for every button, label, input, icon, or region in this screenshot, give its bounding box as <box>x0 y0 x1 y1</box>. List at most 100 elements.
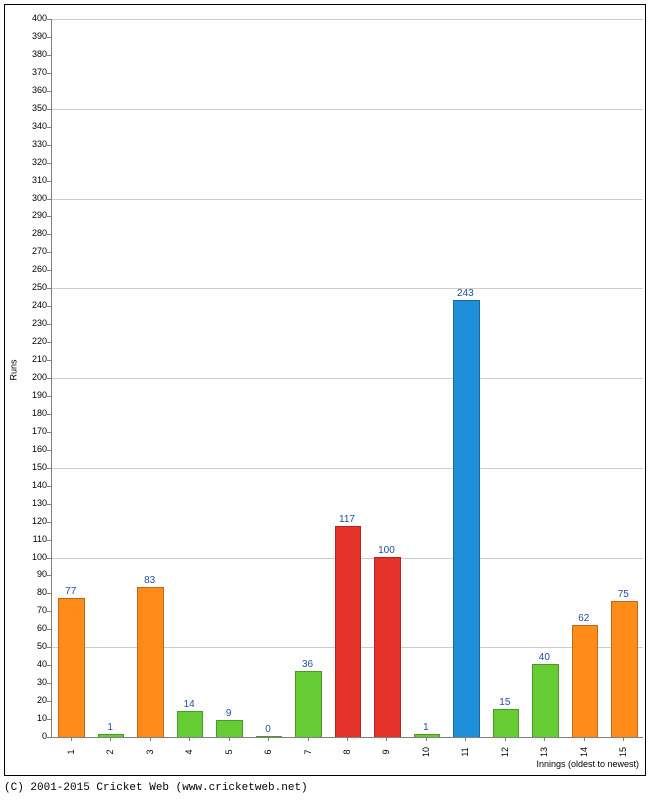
x-tick-label: 9 <box>381 742 391 762</box>
y-tick-mark <box>47 647 51 648</box>
x-tick-mark <box>505 737 506 741</box>
x-tick-mark <box>110 737 111 741</box>
y-tick-label: 130 <box>17 498 47 508</box>
y-tick-mark <box>47 414 51 415</box>
gridline <box>51 19 643 20</box>
x-tick-label: 3 <box>145 742 155 762</box>
bar-value-label: 1 <box>408 722 444 733</box>
x-tick-label: 10 <box>421 742 431 762</box>
y-tick-mark <box>47 109 51 110</box>
y-tick-label: 220 <box>17 336 47 346</box>
bar <box>58 598 84 737</box>
y-tick-mark <box>47 575 51 576</box>
y-tick-label: 350 <box>17 103 47 113</box>
y-tick-mark <box>47 522 51 523</box>
y-tick-mark <box>47 127 51 128</box>
y-tick-mark <box>47 468 51 469</box>
x-tick-label: 5 <box>224 742 234 762</box>
y-tick-mark <box>47 288 51 289</box>
x-tick-mark <box>229 737 230 741</box>
y-tick-mark <box>47 342 51 343</box>
y-axis-line <box>51 19 52 737</box>
y-tick-mark <box>47 540 51 541</box>
x-tick-mark <box>347 737 348 741</box>
x-tick-label: 13 <box>539 742 549 762</box>
y-tick-mark <box>47 145 51 146</box>
x-tick-label: 6 <box>263 742 273 762</box>
gridline <box>51 109 643 110</box>
y-tick-label: 360 <box>17 85 47 95</box>
y-tick-mark <box>47 19 51 20</box>
y-tick-mark <box>47 181 51 182</box>
y-tick-label: 240 <box>17 300 47 310</box>
x-tick-mark <box>426 737 427 741</box>
y-tick-label: 290 <box>17 210 47 220</box>
y-tick-label: 160 <box>17 444 47 454</box>
x-tick-label: 15 <box>618 742 628 762</box>
plot-area: 77183149036117100124315406275 <box>51 19 643 737</box>
y-tick-mark <box>47 683 51 684</box>
bar <box>98 734 124 737</box>
x-tick-mark <box>308 737 309 741</box>
x-tick-mark <box>584 737 585 741</box>
y-tick-label: 150 <box>17 462 47 472</box>
x-tick-label: 1 <box>66 742 76 762</box>
bar-value-label: 40 <box>526 652 562 663</box>
x-tick-mark <box>465 737 466 741</box>
bar <box>493 709 519 737</box>
chart-container: 77183149036117100124315406275 Runs Innin… <box>0 0 650 800</box>
y-tick-mark <box>47 55 51 56</box>
bar <box>532 664 558 737</box>
x-tick-mark <box>150 737 151 741</box>
y-tick-label: 330 <box>17 139 47 149</box>
gridline <box>51 288 643 289</box>
x-tick-label: 4 <box>184 742 194 762</box>
bar-value-label: 14 <box>171 699 207 710</box>
y-tick-mark <box>47 360 51 361</box>
y-tick-mark <box>47 216 51 217</box>
bar-value-label: 36 <box>290 659 326 670</box>
copyright-text: (C) 2001-2015 Cricket Web (www.cricketwe… <box>4 782 308 794</box>
y-tick-mark <box>47 378 51 379</box>
y-tick-label: 320 <box>17 157 47 167</box>
bar <box>453 300 479 737</box>
y-tick-label: 90 <box>17 569 47 579</box>
y-tick-label: 280 <box>17 228 47 238</box>
y-tick-mark <box>47 252 51 253</box>
bar <box>137 587 163 737</box>
y-tick-mark <box>47 37 51 38</box>
bar-value-label: 0 <box>250 724 286 735</box>
y-tick-mark <box>47 199 51 200</box>
gridline <box>51 378 643 379</box>
chart-border: 77183149036117100124315406275 Runs Innin… <box>4 4 646 776</box>
y-tick-label: 370 <box>17 67 47 77</box>
y-tick-label: 70 <box>17 605 47 615</box>
y-tick-label: 10 <box>17 713 47 723</box>
y-tick-label: 40 <box>17 659 47 669</box>
bar-value-label: 62 <box>566 613 602 624</box>
bar <box>414 734 440 737</box>
y-tick-mark <box>47 324 51 325</box>
x-tick-mark <box>544 737 545 741</box>
y-tick-mark <box>47 306 51 307</box>
y-tick-label: 30 <box>17 677 47 687</box>
y-tick-mark <box>47 593 51 594</box>
y-tick-label: 0 <box>17 731 47 741</box>
x-tick-label: 8 <box>342 742 352 762</box>
y-tick-label: 170 <box>17 426 47 436</box>
x-tick-label: 11 <box>460 742 470 762</box>
y-tick-label: 250 <box>17 282 47 292</box>
y-tick-mark <box>47 629 51 630</box>
x-tick-mark <box>268 737 269 741</box>
y-tick-label: 380 <box>17 49 47 59</box>
y-tick-label: 200 <box>17 372 47 382</box>
gridline <box>51 199 643 200</box>
bar <box>177 711 203 737</box>
x-tick-mark <box>71 737 72 741</box>
y-tick-mark <box>47 504 51 505</box>
bar <box>256 736 282 737</box>
bar-value-label: 1 <box>92 722 128 733</box>
y-tick-mark <box>47 701 51 702</box>
y-tick-label: 260 <box>17 264 47 274</box>
y-tick-mark <box>47 719 51 720</box>
